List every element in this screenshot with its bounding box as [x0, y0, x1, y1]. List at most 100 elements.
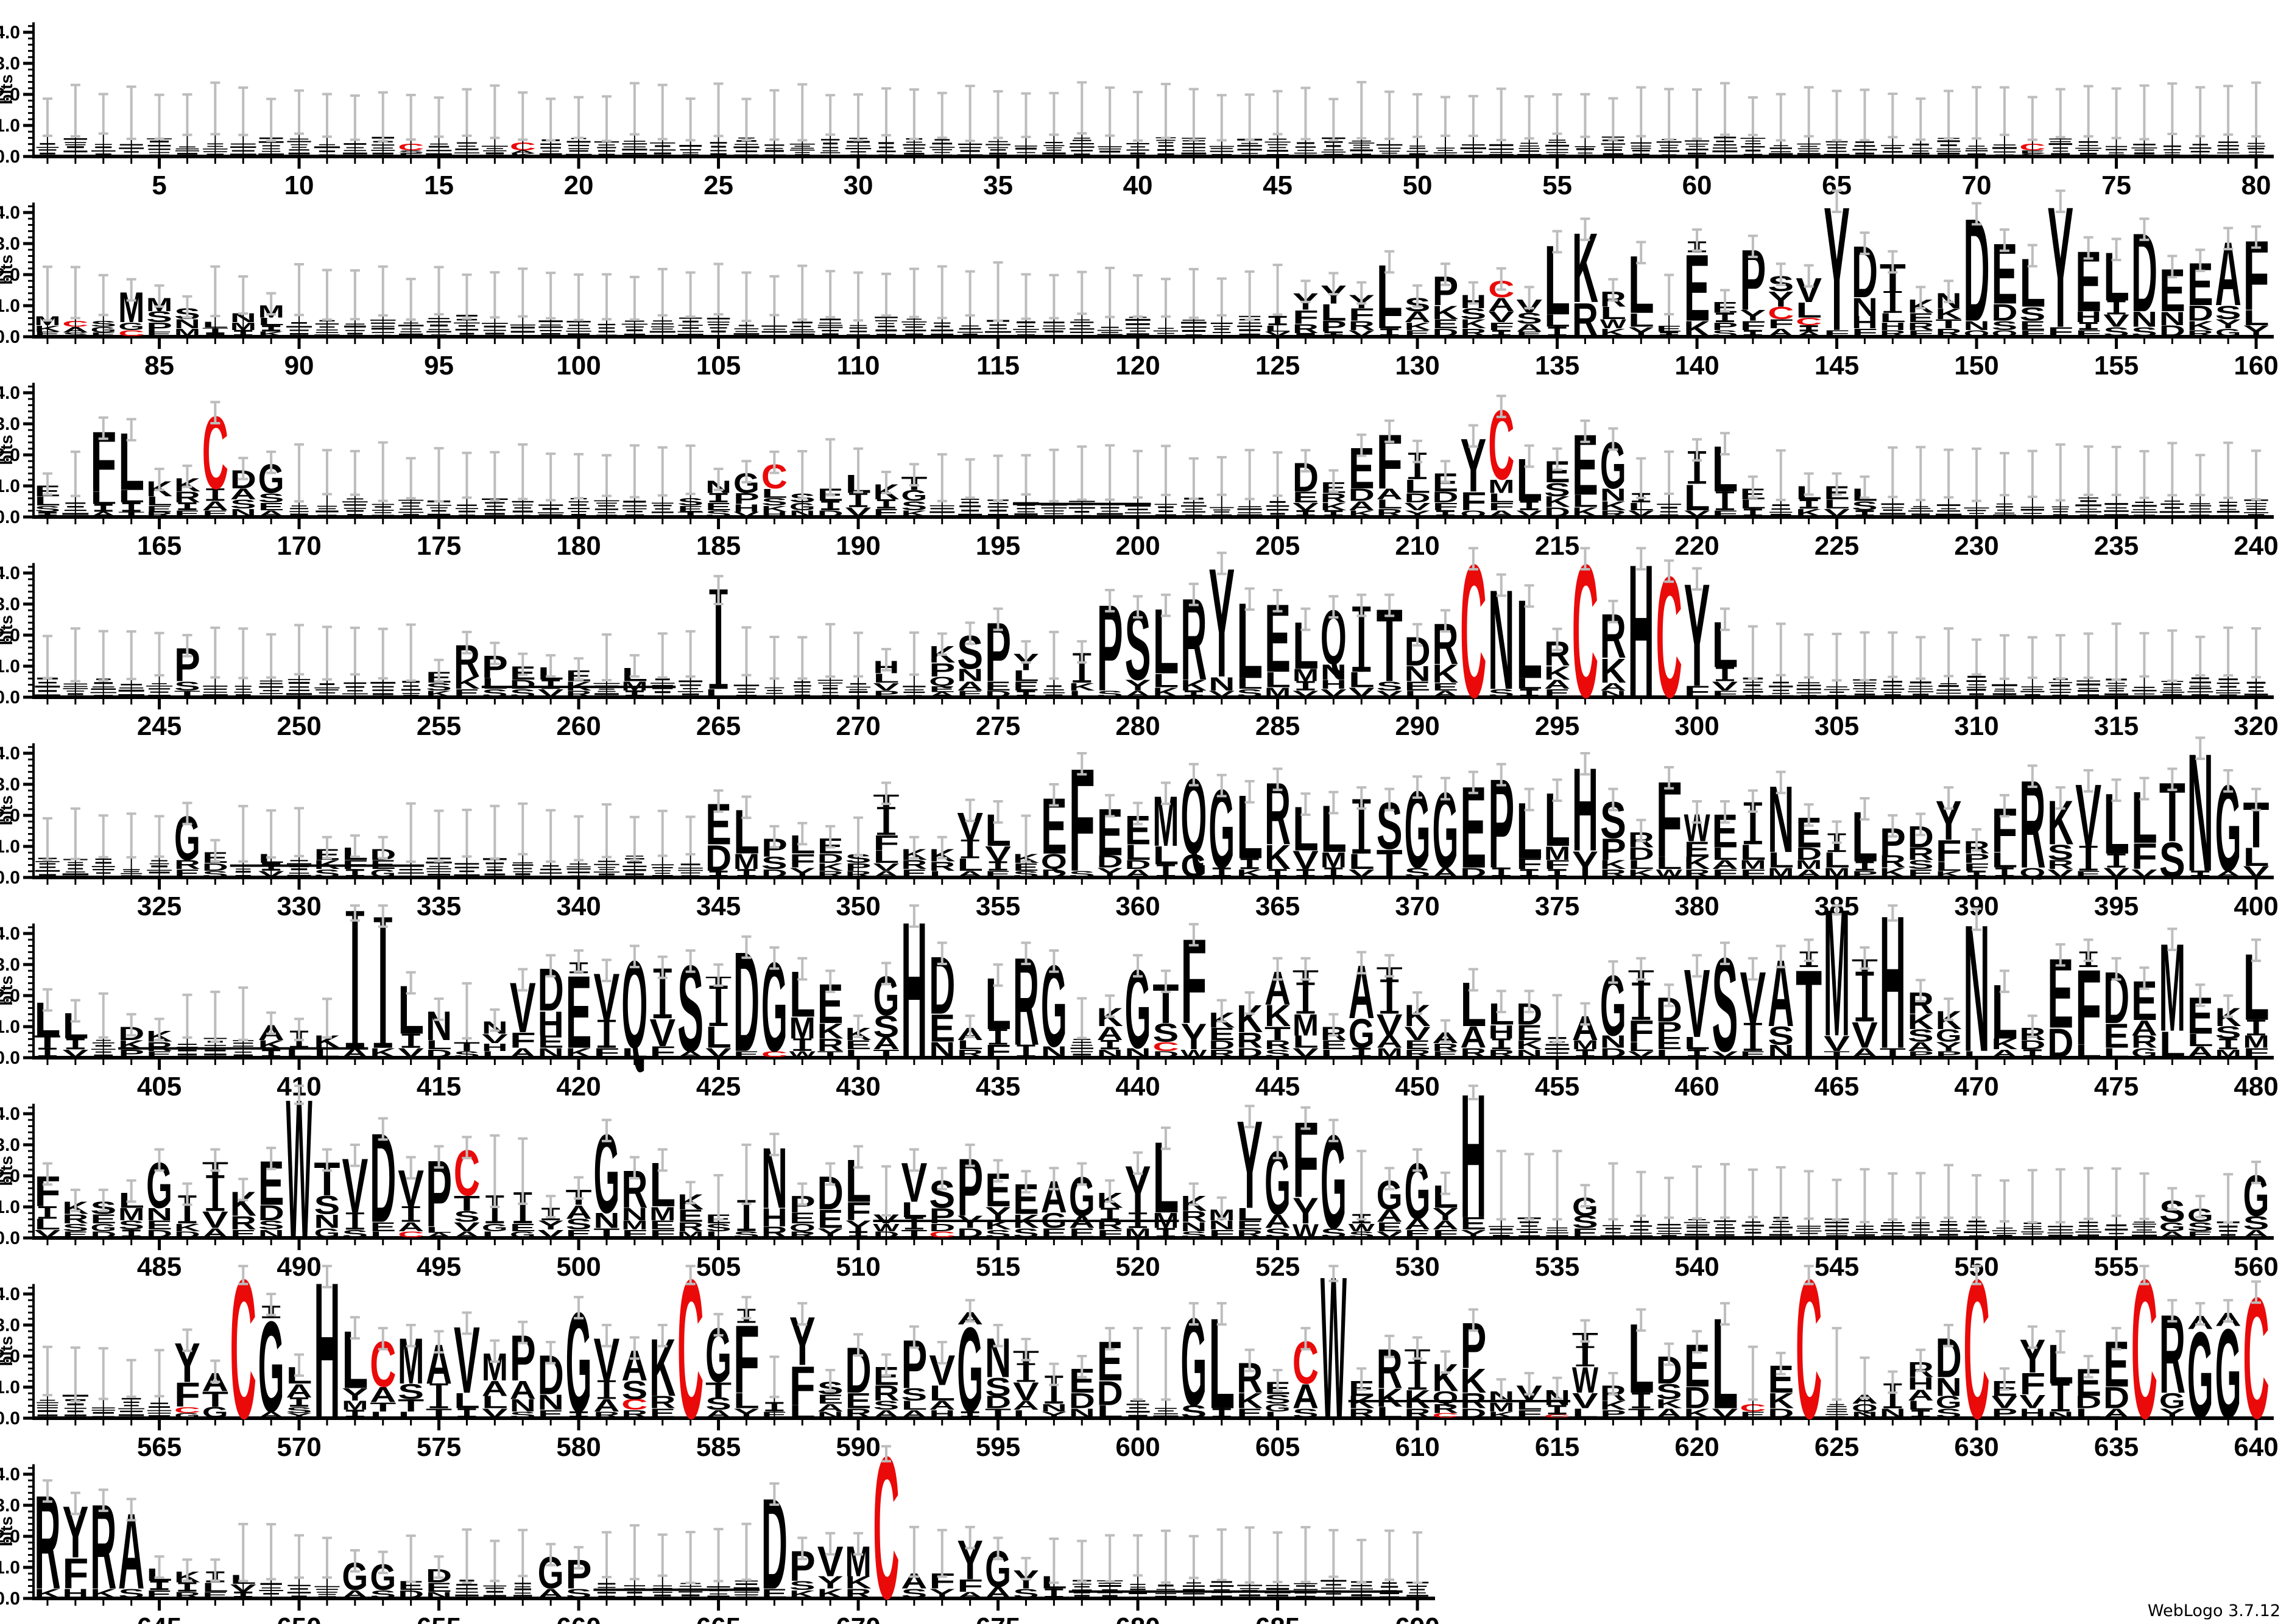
- svg-text:bits: bits: [0, 255, 16, 285]
- svg-text:545: 545: [1815, 1252, 1859, 1282]
- svg-text:445: 445: [1255, 1072, 1300, 1102]
- svg-text:515: 515: [976, 1252, 1020, 1282]
- weblogo-version-label: WebLogo 3.7.12: [2147, 1601, 2280, 1620]
- svg-text:L: L: [2159, 1024, 2185, 1065]
- svg-text:H: H: [1880, 320, 1906, 332]
- svg-text:500: 500: [556, 1252, 601, 1282]
- svg-text:T: T: [873, 1047, 899, 1060]
- svg-text:E: E: [90, 1212, 116, 1226]
- svg-text:F: F: [2131, 836, 2157, 877]
- logo-row-7: 0.0 1.0 2.0 3.0 4.0 bits 485 490 495 500 505 510 515…: [0, 1058, 2279, 1282]
- svg-text:S: S: [2215, 301, 2241, 323]
- svg-text:R: R: [817, 1035, 844, 1055]
- svg-text:85: 85: [144, 351, 174, 381]
- svg-text:E: E: [705, 501, 732, 513]
- svg-text:V: V: [2131, 867, 2158, 879]
- svg-text:560: 560: [2234, 1252, 2278, 1282]
- svg-text:F: F: [1684, 683, 1710, 700]
- svg-text:V: V: [1293, 846, 1319, 875]
- svg-text:K: K: [1321, 501, 1347, 513]
- svg-text:R: R: [1264, 1038, 1291, 1052]
- svg-text:55: 55: [1542, 170, 1572, 200]
- svg-text:470: 470: [1954, 1072, 1998, 1102]
- svg-text:Y: Y: [1180, 1017, 1207, 1058]
- svg-text:145: 145: [1815, 351, 1859, 381]
- svg-text:S: S: [1544, 479, 1570, 501]
- svg-text:210: 210: [1395, 531, 1439, 561]
- svg-text:L: L: [426, 1225, 452, 1234]
- svg-text:E: E: [873, 507, 900, 519]
- svg-text:G: G: [2215, 326, 2241, 339]
- svg-text:3.0: 3.0: [0, 234, 20, 254]
- svg-text:R: R: [62, 1212, 88, 1226]
- svg-text:S: S: [1516, 311, 1542, 328]
- svg-text:175: 175: [417, 531, 461, 561]
- svg-text:3.0: 3.0: [0, 955, 20, 975]
- svg-text:E: E: [1013, 679, 1039, 694]
- svg-text:D: D: [258, 1201, 284, 1225]
- svg-text:P: P: [1656, 1018, 1682, 1042]
- svg-text:30: 30: [844, 170, 873, 200]
- svg-text:4.0: 4.0: [0, 924, 20, 944]
- svg-text:F: F: [1349, 305, 1375, 325]
- svg-text:K: K: [1516, 1038, 1542, 1052]
- svg-text:235: 235: [2094, 531, 2139, 561]
- svg-text:A: A: [1460, 1020, 1486, 1054]
- svg-text:L: L: [1321, 1047, 1347, 1060]
- svg-text:E: E: [2103, 1016, 2129, 1055]
- svg-text:F: F: [2243, 1046, 2270, 1060]
- svg-text:Q: Q: [1992, 328, 2018, 338]
- svg-text:V: V: [1516, 508, 1542, 518]
- svg-text:0.0: 0.0: [0, 687, 20, 708]
- svg-text:L: L: [426, 1038, 452, 1052]
- svg-text:230: 230: [1954, 531, 1998, 561]
- svg-text:95: 95: [424, 351, 454, 381]
- svg-text:bits: bits: [0, 1156, 16, 1186]
- svg-text:L: L: [1236, 675, 1263, 692]
- svg-text:S: S: [510, 687, 536, 699]
- svg-text:L: L: [1069, 689, 1095, 698]
- svg-text:M: M: [1488, 476, 1514, 498]
- svg-text:L: L: [1405, 689, 1431, 698]
- svg-text:D: D: [2047, 1021, 2073, 1066]
- svg-text:E: E: [1544, 687, 1570, 699]
- svg-text:E: E: [1321, 1038, 1347, 1053]
- svg-text:A: A: [2187, 1044, 2213, 1061]
- svg-text:K: K: [1572, 505, 1598, 519]
- svg-text:G: G: [118, 320, 144, 332]
- svg-text:F: F: [621, 1228, 647, 1240]
- svg-text:275: 275: [976, 711, 1020, 741]
- svg-text:S: S: [1236, 687, 1263, 699]
- svg-text:K: K: [1180, 677, 1207, 694]
- svg-text:D: D: [1432, 326, 1458, 339]
- svg-text:T: T: [1824, 1049, 1850, 1059]
- svg-text:330: 330: [277, 891, 321, 921]
- svg-text:E: E: [1516, 330, 1542, 337]
- svg-text:K: K: [1152, 685, 1179, 700]
- svg-text:V: V: [1405, 501, 1431, 513]
- svg-text:E: E: [1405, 328, 1431, 338]
- svg-text:N: N: [593, 1209, 619, 1233]
- svg-text:60: 60: [1682, 170, 1712, 200]
- svg-text:M: M: [733, 850, 760, 874]
- svg-text:D: D: [929, 1222, 955, 1234]
- svg-text:L: L: [873, 671, 899, 686]
- svg-text:bits: bits: [0, 795, 16, 826]
- svg-text:140: 140: [1674, 351, 1719, 381]
- svg-text:F: F: [873, 831, 899, 855]
- svg-text:R: R: [1349, 318, 1375, 333]
- svg-text:N: N: [538, 1046, 564, 1060]
- svg-text:2.0: 2.0: [0, 85, 20, 105]
- svg-text:V: V: [649, 1011, 675, 1055]
- svg-text:D: D: [174, 1230, 200, 1240]
- svg-text:4.0: 4.0: [0, 203, 20, 223]
- svg-text:N: N: [1097, 1047, 1123, 1060]
- svg-text:455: 455: [1535, 1072, 1579, 1102]
- svg-text:L: L: [705, 1021, 732, 1054]
- svg-text:475: 475: [2094, 1072, 2139, 1102]
- svg-text:C: C: [1152, 1039, 1179, 1054]
- svg-text:Q: Q: [1460, 508, 1486, 518]
- svg-text:A: A: [1908, 1039, 1934, 1054]
- svg-text:F: F: [985, 1042, 1011, 1061]
